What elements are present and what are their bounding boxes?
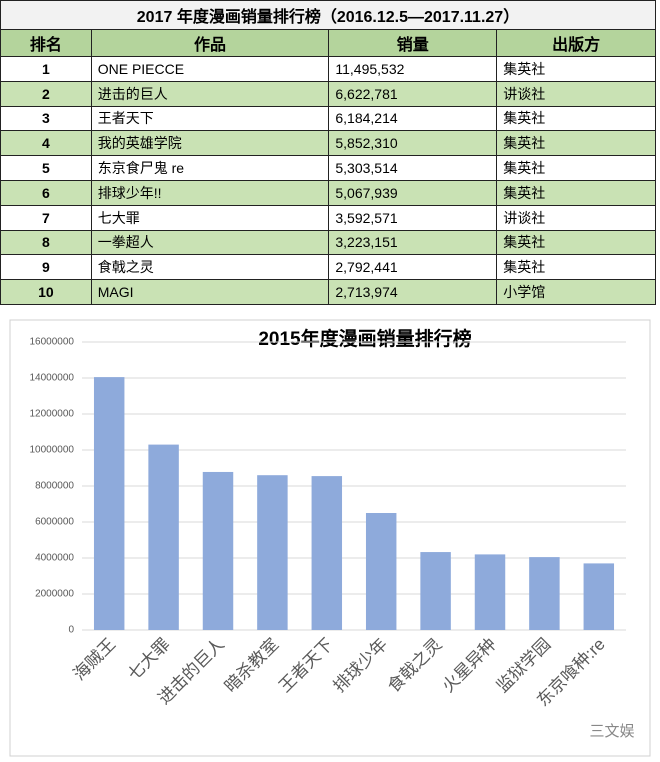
table-cell: 王者天下	[90, 105, 330, 132]
table-cell: 6	[0, 179, 92, 206]
table-cell: MAGI	[90, 279, 330, 305]
y-tick-label: 6000000	[35, 517, 74, 528]
table-cell: 集英社	[496, 179, 656, 206]
table-title-row: 2017 年度漫画销量排行榜（2016.12.5—2017.11.27）	[0, 0, 656, 30]
chart: 2015年度漫画销量排行榜 三文娱 0 2000000 4000000 6000000…	[9, 319, 651, 757]
table-row: 3 王者天下 6,184,214 集英社	[0, 105, 656, 132]
y-tick-label: 0	[68, 625, 74, 636]
table-row: 4 我的英雄学院 5,852,310 集英社	[0, 130, 656, 157]
table-cell: 9	[0, 254, 92, 281]
table-cell: 3	[0, 105, 92, 132]
table-cell: 10	[0, 279, 92, 305]
table-cell: 讲谈社	[496, 80, 656, 107]
bar	[257, 475, 288, 630]
table-row: 9 食戟之灵 2,792,441 集英社	[0, 254, 656, 281]
watermark: 三文娱	[589, 723, 634, 740]
table-cell: 3,592,571	[328, 204, 498, 231]
table-cell: 排球少年!!	[90, 179, 330, 206]
table-cell: 进击的巨人	[90, 80, 330, 107]
table-row: 1 ONE PIECCE 11,495,532 集英社	[0, 56, 656, 82]
bar	[420, 552, 451, 630]
table-header-row: 排名 作品 销量 出版方	[0, 29, 656, 57]
table-cell: 8	[0, 229, 92, 256]
y-tick-label: 10000000	[30, 445, 75, 456]
table-cell: 讲谈社	[496, 204, 656, 231]
table-cell: 7	[0, 204, 92, 231]
table-cell: ONE PIECCE	[90, 56, 330, 82]
table-cell: 3,223,151	[328, 229, 498, 256]
bar	[202, 471, 234, 630]
table-cell: 2017 年度漫画销量排行榜（2016.12.5—2017.11.27）	[0, 0, 656, 30]
table-row: 6 排球少年!! 5,067,939 集英社	[0, 179, 656, 206]
table-cell: 七大罪	[90, 204, 330, 231]
bar	[474, 554, 506, 630]
bar	[311, 476, 343, 630]
table-cell: 集英社	[496, 254, 656, 281]
table-cell: 我的英雄学院	[90, 130, 330, 157]
table-cell: 集英社	[496, 130, 656, 157]
table-cell: 5,852,310	[328, 130, 498, 157]
table-cell: 2,792,441	[328, 254, 498, 281]
table-cell: 集英社	[496, 155, 656, 181]
bar	[93, 377, 125, 630]
table-cell: 排名	[0, 29, 92, 57]
table-cell: 5,067,939	[328, 179, 498, 206]
table-cell: 2	[0, 80, 92, 107]
table-row: 10 MAGI 2,713,974 小学馆	[0, 279, 656, 305]
y-tick-label: 16000000	[30, 337, 75, 348]
table-row: 2 进击的巨人 6,622,781 讲谈社	[0, 80, 656, 107]
table-cell: 集英社	[496, 105, 656, 132]
table-cell: 6,184,214	[328, 105, 498, 132]
table-cell: 2,713,974	[328, 279, 498, 305]
y-tick-label: 8000000	[35, 481, 74, 492]
table-cell: 1	[0, 56, 92, 82]
y-tick-label: 4000000	[35, 553, 74, 564]
table-row: 5 东京食尸鬼 re 5,303,514 集英社	[0, 155, 656, 181]
table-cell: 集英社	[496, 56, 656, 82]
bar	[583, 563, 615, 630]
table-cell: 食戟之灵	[90, 254, 330, 281]
table-cell: 5,303,514	[328, 155, 498, 181]
table-cell: 6,622,781	[328, 80, 498, 107]
sales-table: 2017 年度漫画销量排行榜（2016.12.5—2017.11.27） 排名 作品…	[0, 0, 656, 305]
bar	[529, 557, 560, 630]
table-cell: 销量	[328, 29, 498, 57]
table-row: 8 一拳超人 3,223,151 集英社	[0, 229, 656, 256]
table-cell: 出版方	[496, 29, 656, 57]
table-cell: 4	[0, 130, 92, 157]
y-tick-label: 14000000	[30, 373, 75, 384]
table-cell: 11,495,532	[328, 56, 498, 82]
table-row: 7 七大罪 3,592,571 讲谈社	[0, 204, 656, 231]
y-tick-label: 2000000	[35, 589, 74, 600]
bar	[148, 444, 179, 630]
chart-title: 2015年度漫画销量排行榜	[258, 327, 471, 350]
table-cell: 一拳超人	[90, 229, 330, 256]
bar	[365, 513, 397, 630]
y-tick-label: 12000000	[30, 409, 75, 420]
table-cell: 集英社	[496, 229, 656, 256]
table-cell: 小学馆	[496, 279, 656, 305]
table-cell: 东京食尸鬼 re	[90, 155, 330, 181]
table-cell: 5	[0, 155, 92, 181]
table-cell: 作品	[90, 29, 330, 57]
